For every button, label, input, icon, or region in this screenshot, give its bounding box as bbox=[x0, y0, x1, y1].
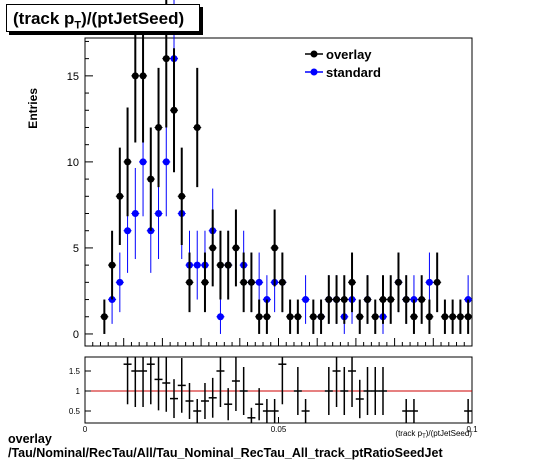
overlay-point bbox=[294, 313, 302, 321]
overlay-point bbox=[108, 261, 116, 269]
overlay-point bbox=[209, 244, 217, 252]
standard-point bbox=[124, 227, 132, 235]
overlay-point bbox=[240, 278, 248, 286]
overlay-point bbox=[441, 313, 449, 321]
overlay-point bbox=[456, 313, 464, 321]
overlay-point bbox=[364, 296, 372, 304]
overlay-point bbox=[394, 278, 402, 286]
overlay-point bbox=[139, 72, 147, 80]
standard-point bbox=[255, 278, 263, 286]
caption-line-1: overlay bbox=[8, 432, 52, 446]
overlay-point bbox=[131, 72, 139, 80]
overlay-point bbox=[263, 313, 271, 321]
standard-point bbox=[139, 158, 147, 166]
overlay-point bbox=[185, 278, 193, 286]
overlay-point bbox=[410, 313, 418, 321]
overlay-point bbox=[247, 278, 255, 286]
standard-point bbox=[131, 210, 139, 218]
standard-point bbox=[216, 313, 224, 321]
overlay-point bbox=[271, 244, 279, 252]
overlay-point bbox=[116, 192, 124, 200]
overlay-point bbox=[170, 106, 178, 114]
overlay-point bbox=[216, 261, 224, 269]
overlay-point bbox=[402, 296, 410, 304]
overlay-point bbox=[425, 313, 433, 321]
x-axis-label: (track pT)/(ptJetSeed) bbox=[395, 429, 472, 440]
legend: overlay standard bbox=[305, 47, 381, 80]
overlay-point bbox=[309, 313, 317, 321]
y-tick-label: 5 bbox=[73, 243, 79, 255]
overlay-point bbox=[224, 261, 232, 269]
overlay-point bbox=[100, 313, 108, 321]
overlay-point bbox=[232, 244, 240, 252]
ratio-y-tick-label: 1 bbox=[76, 387, 81, 396]
overlay-point bbox=[348, 278, 356, 286]
overlay-point bbox=[201, 278, 209, 286]
overlay-point bbox=[278, 278, 286, 286]
title-prefix: (track p bbox=[13, 9, 75, 28]
overlay-point bbox=[433, 278, 441, 286]
caption-line-2: /Tau/Nominal/RecTau/All/Tau_Nominal_RecT… bbox=[8, 446, 443, 460]
overlay-point bbox=[178, 192, 186, 200]
overlay-point bbox=[255, 313, 263, 321]
overlay-point bbox=[464, 313, 472, 321]
standard-point bbox=[116, 278, 124, 286]
ratio-x-tick-label: 0 bbox=[83, 425, 88, 434]
legend-marker bbox=[310, 50, 318, 58]
legend-label: standard bbox=[326, 65, 381, 80]
ratio-x-tick-label: 0.05 bbox=[271, 425, 287, 434]
overlay-series bbox=[100, 0, 473, 334]
title-subscript: T bbox=[74, 19, 82, 32]
main-plot-panel: 0 5 10 15 overlay standard bbox=[67, 0, 473, 347]
caption: overlay /Tau/Nominal/RecTau/All/Tau_Nomi… bbox=[8, 432, 443, 460]
standard-point bbox=[302, 296, 310, 304]
standard-point bbox=[162, 158, 170, 166]
overlay-point bbox=[155, 123, 163, 131]
y-tick-label: 0 bbox=[73, 329, 79, 341]
overlay-point bbox=[286, 313, 294, 321]
overlay-point bbox=[317, 313, 325, 321]
overlay-point bbox=[371, 313, 379, 321]
standard-point bbox=[155, 210, 163, 218]
overlay-point bbox=[356, 313, 364, 321]
overlay-point bbox=[418, 296, 426, 304]
y-axis-label: Entries bbox=[26, 88, 40, 129]
ratio-y-tick-label: 0.5 bbox=[69, 407, 81, 416]
overlay-point bbox=[325, 296, 333, 304]
overlay-point bbox=[193, 123, 201, 131]
ratio-x-tick-label: 0.1 bbox=[466, 425, 478, 434]
histogram-title: (track pT)/(ptJetSeed) bbox=[6, 4, 200, 32]
overlay-point bbox=[449, 313, 457, 321]
overlay-point bbox=[333, 296, 341, 304]
overlay-point bbox=[387, 296, 395, 304]
x-axis-label-sub: T bbox=[422, 434, 426, 440]
overlay-point bbox=[147, 175, 155, 183]
x-axis-label-prefix: (track p bbox=[395, 429, 422, 438]
overlay-point bbox=[124, 158, 132, 166]
x-axis-label-suffix: )/(ptJetSeed) bbox=[426, 429, 473, 438]
legend-marker bbox=[310, 68, 318, 76]
legend-label: overlay bbox=[326, 47, 372, 62]
ratio-plot-panel: 0.5 1 1.5 0 0.05 0.1 bbox=[69, 356, 478, 434]
title-suffix: )/(ptJetSeed) bbox=[81, 9, 185, 28]
standard-point bbox=[425, 278, 433, 286]
y-tick-label: 15 bbox=[67, 71, 79, 83]
overlay-point bbox=[379, 296, 387, 304]
ratio-y-tick-label: 1.5 bbox=[69, 367, 81, 376]
overlay-point bbox=[340, 296, 348, 304]
standard-point bbox=[193, 261, 201, 269]
overlay-point bbox=[162, 55, 170, 63]
standard-series bbox=[108, 0, 473, 334]
y-tick-label: 10 bbox=[67, 157, 79, 169]
